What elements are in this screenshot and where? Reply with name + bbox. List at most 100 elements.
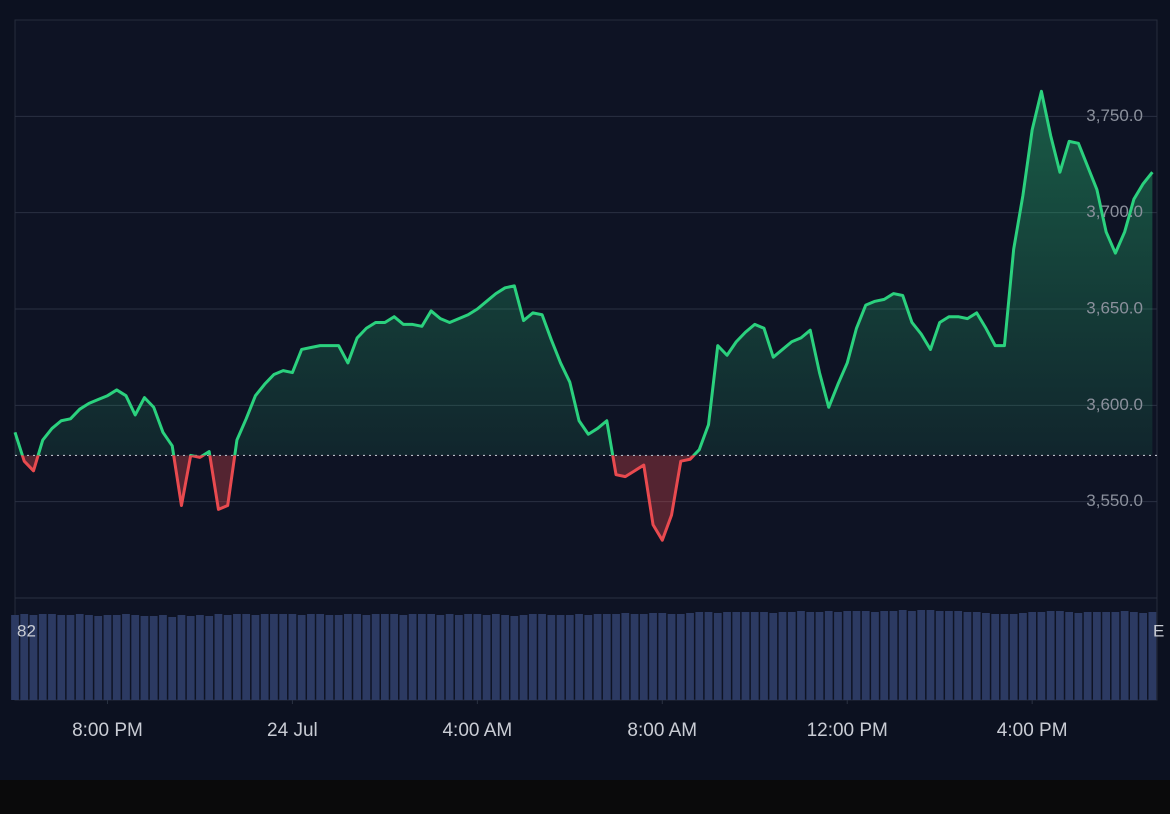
volume-bar xyxy=(658,613,667,700)
x-tick-label: 8:00 AM xyxy=(627,720,697,741)
volume-bar xyxy=(159,615,167,700)
volume-bar xyxy=(1093,612,1101,700)
volume-bar xyxy=(196,615,204,700)
volume-bar xyxy=(926,610,935,700)
volume-bar xyxy=(824,611,833,700)
volume-bar xyxy=(454,615,463,700)
volume-bar xyxy=(482,615,491,700)
volume-bar xyxy=(85,615,93,700)
y-tick-label: 3,550.0 xyxy=(1086,491,1143,510)
volume-bar xyxy=(436,615,445,700)
volume-bar xyxy=(1148,612,1157,700)
volume-bar xyxy=(686,613,694,700)
volume-bar xyxy=(122,614,130,700)
volume-bar xyxy=(445,614,454,700)
volume-bar xyxy=(316,614,325,700)
volume-bar xyxy=(778,612,787,700)
volume-bar xyxy=(233,614,241,700)
volume-bar xyxy=(1074,613,1083,700)
volume-bar xyxy=(584,615,593,700)
volume-bar xyxy=(1000,614,1009,700)
volume-bar xyxy=(1083,612,1092,700)
volume-bar xyxy=(713,613,722,700)
y-tick-label: 3,650.0 xyxy=(1086,298,1143,317)
area-up xyxy=(15,91,1153,456)
volume-bar xyxy=(972,612,981,700)
volume-bar xyxy=(29,615,38,700)
volume-bar xyxy=(667,614,676,700)
volume-bar xyxy=(1009,614,1018,700)
volume-bar xyxy=(48,614,56,700)
volume-bar xyxy=(279,614,288,700)
volume-bar xyxy=(140,616,149,700)
volume-bar xyxy=(473,614,482,700)
x-tick-label: 24 Jul xyxy=(267,720,318,741)
volume-bar xyxy=(260,614,269,700)
volume-bar xyxy=(251,615,260,700)
volume-bar xyxy=(649,613,657,700)
volume-bar xyxy=(889,611,898,700)
volume-bar xyxy=(898,610,907,700)
volume-bar xyxy=(94,616,103,700)
x-tick-label: 12:00 PM xyxy=(807,720,888,741)
price-line-up xyxy=(13,89,1154,456)
volume-bar xyxy=(297,615,306,700)
volume-bar xyxy=(57,615,66,700)
volume-bar xyxy=(353,614,362,700)
volume-bar xyxy=(1102,612,1111,700)
volume-bar xyxy=(1028,612,1037,700)
volume-bar xyxy=(427,614,435,700)
volume-bar xyxy=(464,614,472,700)
volume-bar xyxy=(75,614,84,700)
volume-bar xyxy=(371,614,380,700)
volume-bar xyxy=(676,614,685,700)
volume-bar xyxy=(177,615,186,700)
volume-bar xyxy=(787,612,796,700)
volume-bar xyxy=(307,614,315,700)
volume-bar xyxy=(214,614,223,700)
volume-bar xyxy=(815,612,824,700)
volume-bar xyxy=(861,611,870,700)
volume-bar xyxy=(917,610,926,700)
volume-bar xyxy=(1019,613,1027,700)
volume-bar xyxy=(1046,611,1055,700)
volume-bar xyxy=(362,615,371,700)
volume-bar xyxy=(556,615,565,700)
volume-bar xyxy=(843,611,852,700)
volume-bar xyxy=(612,614,620,700)
volume-bar xyxy=(223,615,232,700)
volume-label: 82 xyxy=(17,621,36,640)
volume-bar xyxy=(1037,612,1046,700)
y-tick-label: 3,700.0 xyxy=(1086,202,1143,221)
volume-bar xyxy=(20,614,29,700)
volume-bar xyxy=(834,612,842,700)
y-tick-label: 3,750.0 xyxy=(1086,106,1143,125)
x-tick-label: 4:00 PM xyxy=(997,720,1068,741)
volume-bar xyxy=(935,611,944,700)
volume-bar xyxy=(769,613,778,700)
volume-bar xyxy=(602,614,611,700)
volume-bar xyxy=(871,612,879,700)
volume-bar xyxy=(131,615,140,700)
volume-label: E xyxy=(1153,621,1164,640)
bottom-bar xyxy=(0,780,1170,814)
volume-bar xyxy=(344,614,352,700)
volume-bar xyxy=(704,612,713,700)
volume-bar xyxy=(806,612,815,700)
volume-bar xyxy=(723,612,731,700)
volume-bar xyxy=(11,615,19,700)
volume-bar xyxy=(538,614,546,700)
volume-bar xyxy=(528,614,537,700)
volume-bar xyxy=(325,615,334,700)
volume-bar xyxy=(695,612,704,700)
volume-bar xyxy=(621,613,630,700)
volume-bar xyxy=(186,616,195,700)
volume-bar xyxy=(149,616,158,700)
y-tick-label: 3,600.0 xyxy=(1086,395,1143,414)
volume-bar xyxy=(880,611,889,700)
volume-bar xyxy=(750,612,759,700)
volume-bar xyxy=(945,611,953,700)
volume-bar xyxy=(519,615,528,700)
volume-bar xyxy=(1129,612,1138,700)
